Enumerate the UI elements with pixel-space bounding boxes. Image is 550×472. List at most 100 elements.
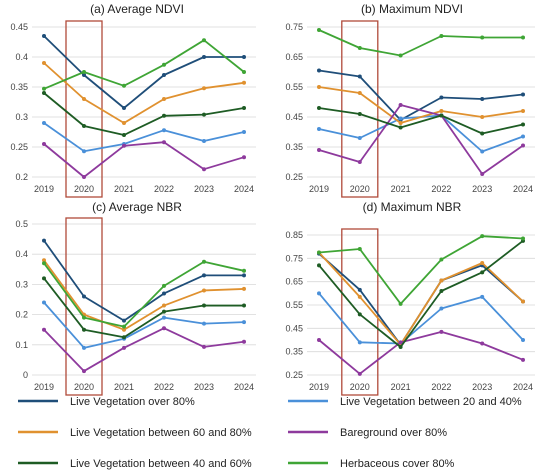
data-point [357, 160, 362, 164]
data-point [439, 289, 444, 293]
x-tick-label: 2022 [431, 382, 451, 392]
data-point [122, 133, 126, 137]
data-point [317, 85, 321, 89]
data-point [521, 109, 525, 113]
data-point [480, 172, 485, 176]
series-line-1 [43, 122, 245, 153]
data-point [162, 291, 166, 296]
x-tick-label: 2024 [234, 382, 254, 392]
data-point [317, 291, 321, 296]
data-point [317, 338, 321, 342]
data-point [480, 35, 485, 40]
x-tick-label: 2024 [513, 382, 533, 392]
data-point [439, 278, 444, 283]
y-tick-label: 0.1 [15, 340, 28, 350]
y-tick-label: 0.65 [285, 277, 303, 287]
series-line-4 [43, 92, 245, 136]
data-point [242, 273, 246, 278]
series-line-2 [43, 62, 245, 124]
data-point [480, 97, 485, 101]
y-tick-label: 0.55 [285, 300, 303, 310]
x-tick-label: 2023 [472, 382, 492, 392]
data-point [162, 326, 166, 331]
data-point [202, 273, 206, 278]
data-point [439, 109, 444, 113]
data-point [42, 258, 46, 263]
data-point [480, 261, 485, 265]
data-point [480, 270, 485, 275]
x-tick-label: 2021 [114, 382, 134, 392]
data-point [398, 301, 403, 306]
panel-average-ndvi: (a) Average NDVI 0.2 0.25 0.3 0.35 0.4 0.45 201… [10, 2, 256, 198]
x-tick-label: 2019 [309, 184, 329, 194]
data-point [202, 55, 206, 59]
series-line-3 [43, 327, 245, 372]
data-point [202, 288, 206, 293]
data-point [357, 312, 362, 317]
x-tick-label: 2024 [234, 184, 254, 194]
x-tick-label: 2019 [34, 382, 54, 392]
y-tick-label: 0.3 [15, 279, 28, 289]
data-point [242, 155, 246, 160]
data-point [480, 341, 485, 346]
data-point [162, 283, 166, 288]
data-point [242, 70, 246, 74]
panel-average-nbr: (c) Average NBR 0 0.1 0.2 0.3 0.4 0.5 2019 2020 2… [15, 200, 256, 396]
data-point [42, 261, 46, 266]
data-point [82, 70, 86, 74]
legend-label: Herbaceous cover 80% [340, 458, 455, 470]
data-point [162, 315, 166, 320]
data-point [242, 130, 246, 134]
data-point [439, 95, 444, 100]
series-line-5 [318, 235, 524, 305]
x-tick-label: 2020 [350, 184, 370, 194]
data-point [82, 149, 86, 154]
data-point [357, 74, 362, 79]
data-point [82, 327, 86, 332]
data-point [398, 116, 403, 121]
y-tick-label: 0.35 [10, 82, 28, 92]
data-point [480, 131, 485, 136]
y-tick-label: 0.4 [15, 52, 28, 62]
highlight-box-2020 [341, 228, 379, 396]
data-point [480, 234, 485, 239]
series-line-0 [43, 35, 244, 109]
data-point [162, 97, 166, 101]
legend-label: Live Vegetation over 80% [70, 396, 195, 408]
data-point [242, 339, 246, 344]
data-point [122, 318, 126, 323]
data-point [82, 175, 86, 179]
data-point [242, 320, 246, 325]
x-tick-label: 2023 [194, 184, 214, 194]
highlight-box-2020 [65, 217, 103, 396]
y-tick-label: 0.5 [15, 219, 28, 229]
x-tick-label: 2021 [114, 184, 134, 194]
y-tick-label: 0.65 [285, 52, 303, 62]
data-point [42, 327, 46, 332]
data-point [439, 113, 444, 118]
y-tick-label: 0.75 [285, 22, 303, 32]
legend: Live Vegetation over 80% Live Vegetation … [18, 396, 522, 470]
data-point [357, 46, 362, 50]
y-tick-label: 0.45 [10, 22, 28, 32]
y-tick-label: 0 [23, 370, 28, 380]
y-tick-label: 0.75 [285, 253, 303, 263]
series-line-4 [318, 240, 524, 348]
data-point [439, 306, 444, 311]
y-tick-label: 0.4 [15, 249, 28, 259]
y-tick-label: 0.25 [10, 142, 28, 152]
data-point [122, 106, 126, 110]
data-point [202, 86, 206, 91]
data-point [317, 106, 321, 110]
data-point [42, 34, 46, 38]
data-point [82, 97, 86, 101]
data-point [42, 276, 46, 281]
x-tick-label: 2019 [309, 382, 329, 392]
data-point [242, 106, 246, 110]
data-point [122, 327, 126, 332]
data-point [398, 340, 403, 345]
data-point [398, 53, 403, 58]
x-tick-label: 2020 [350, 382, 370, 392]
data-point [317, 263, 321, 268]
y-tick-label: 0.45 [285, 323, 303, 333]
